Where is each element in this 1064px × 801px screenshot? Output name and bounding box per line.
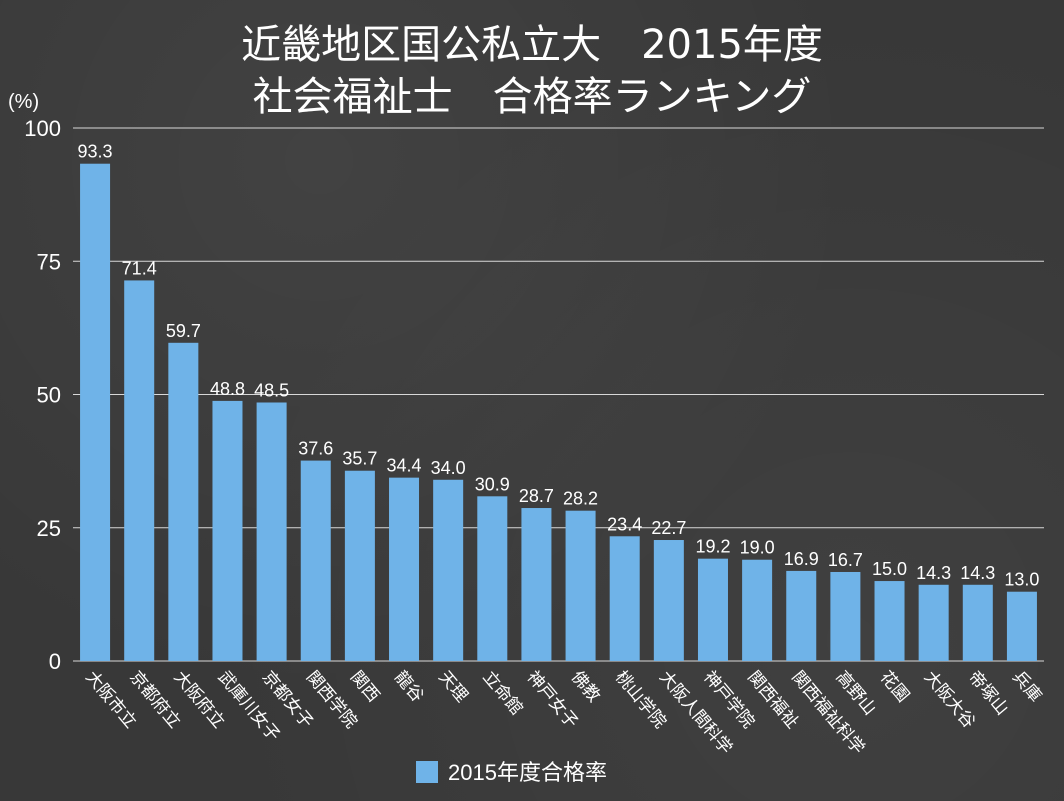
y-tick-label: 25: [37, 516, 61, 541]
category-label: 佛教: [567, 667, 604, 706]
bar: [653, 540, 684, 661]
bar: [830, 571, 861, 661]
data-label: 37.6: [298, 439, 333, 459]
bar: [565, 510, 596, 661]
data-label: 19.0: [740, 538, 775, 558]
bar: [918, 584, 949, 661]
data-label: 59.7: [166, 321, 201, 341]
data-label: 16.9: [784, 549, 819, 569]
data-label: 13.0: [1004, 570, 1039, 590]
legend-label: 2015年度合格率: [448, 760, 607, 785]
category-label: 花園: [876, 667, 913, 706]
category-label: 兵庫: [1008, 667, 1045, 706]
bar: [874, 581, 905, 661]
data-label: 28.7: [519, 486, 554, 506]
data-label: 28.2: [563, 489, 598, 509]
y-axis-unit-label: (%): [8, 91, 39, 113]
data-label: 14.3: [960, 563, 995, 583]
bar: [786, 570, 817, 661]
category-label: 関西: [346, 667, 383, 706]
data-label: 16.7: [828, 550, 863, 570]
bars: [80, 163, 1037, 661]
bar: [742, 559, 773, 661]
y-tick-label: 75: [37, 249, 61, 274]
y-tick-label: 100: [24, 116, 61, 141]
y-axis-ticks: 0 25 50 75 100: [24, 116, 61, 674]
y-tick-label: 0: [49, 649, 61, 674]
bar: [389, 477, 420, 661]
bar: [80, 163, 111, 661]
category-label: 龍谷: [390, 667, 427, 706]
bar: [697, 558, 728, 661]
chart-title-line-1: 近畿地区国公私立大 2015年度: [241, 22, 823, 68]
data-label: 19.2: [695, 537, 730, 557]
bar: [212, 400, 243, 661]
category-label: 立命館: [478, 667, 526, 719]
bar: [256, 402, 287, 661]
data-labels: 93.3 71.4 59.7 48.8 48.5 37.6 35.7 34.4 34.0 30.9…: [78, 142, 1040, 590]
data-label: 30.9: [475, 474, 510, 494]
data-label: 14.3: [916, 563, 951, 583]
chart-title-line-2: 社会福祉士 合格率ランキング: [253, 74, 812, 120]
data-label: 93.3: [78, 142, 113, 162]
data-label: 48.8: [210, 379, 245, 399]
bar: [477, 496, 508, 661]
bar: [300, 460, 331, 661]
data-label: 23.4: [607, 514, 642, 534]
bar: [124, 280, 155, 661]
data-label: 34.4: [386, 456, 421, 476]
bar: [344, 470, 375, 661]
legend: 2015年度合格率: [416, 760, 607, 785]
data-label: 15.0: [872, 559, 907, 579]
bar: [609, 536, 640, 661]
data-label: 35.7: [342, 449, 377, 469]
bar: [433, 479, 464, 661]
category-label: 天理: [434, 667, 471, 706]
data-label: 22.7: [651, 518, 686, 538]
bar: [1006, 591, 1037, 661]
data-label: 71.4: [122, 258, 157, 278]
bar: [168, 342, 199, 661]
data-label: 34.0: [431, 458, 466, 478]
data-label: 48.5: [254, 380, 289, 400]
bar: [521, 508, 552, 661]
legend-swatch: [416, 761, 438, 783]
bar: [962, 584, 993, 661]
y-tick-label: 50: [37, 383, 61, 408]
